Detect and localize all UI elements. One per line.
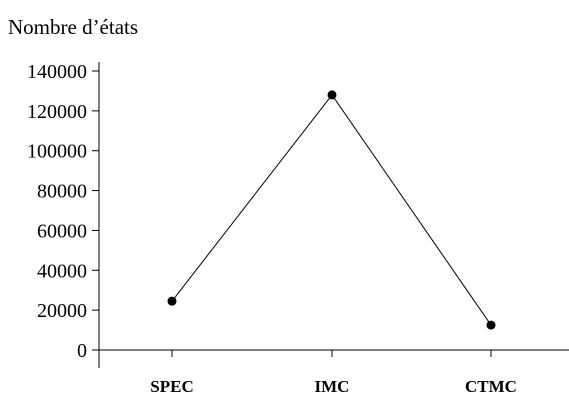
y-tick-label: 80000 [37, 181, 87, 203]
x-ticks: SPEC IMC CTMC [150, 350, 517, 396]
y-tick-label: 140000 [27, 61, 87, 83]
y-tick-label: 40000 [37, 260, 87, 282]
y-tick-label: 20000 [37, 300, 87, 322]
y-ticks: 0 20000 40000 60000 80000 100000 120000 140000 [27, 61, 99, 362]
y-tick-label: 100000 [27, 141, 87, 163]
series-line [171, 94, 492, 326]
series-group [167, 90, 496, 330]
x-category-label: CTMC [465, 377, 517, 396]
data-point [327, 90, 337, 100]
y-axis-label: Nombre d’états [8, 15, 138, 39]
data-point [167, 296, 177, 306]
x-category-label: SPEC [150, 377, 193, 396]
y-tick-label: 60000 [37, 220, 87, 242]
x-category-label: IMC [315, 377, 350, 396]
y-tick-label: 120000 [27, 101, 87, 123]
data-point [486, 320, 496, 330]
y-tick-label: 0 [77, 340, 87, 362]
